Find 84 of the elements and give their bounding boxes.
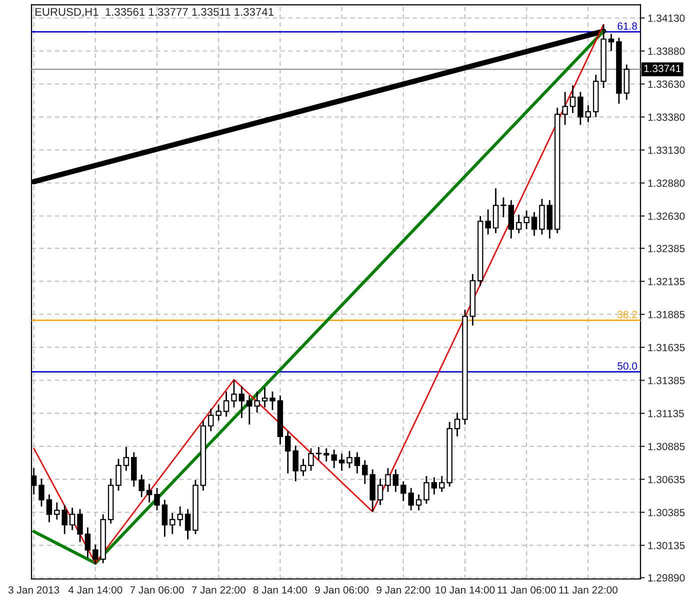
- y-tick-label: 1.34130: [648, 14, 685, 22]
- candlestick: [400, 480, 406, 502]
- candlestick: [223, 390, 230, 418]
- candlestick: [162, 499, 168, 538]
- candlestick: [424, 475, 430, 504]
- candlestick: [238, 386, 245, 419]
- candlestick: [331, 448, 337, 469]
- x-tick-label: 3 Jan 2013: [8, 586, 60, 594]
- candlestick: [292, 444, 298, 482]
- x-tick-label: 11 Jan 06:00: [498, 586, 556, 594]
- candlestick: [84, 526, 91, 559]
- y-tick-label: 1.32880: [648, 180, 685, 187]
- candlestick: [439, 475, 445, 493]
- y-tick-label: 1.31885: [648, 310, 685, 318]
- x-tick-label: 10 Jan 14:00: [436, 586, 495, 594]
- annotation: 50.0: [618, 362, 638, 370]
- candlestick: [454, 412, 460, 438]
- candlestick: [231, 378, 237, 408]
- candlestick: [184, 508, 191, 540]
- y-tick-label: 1.30885: [648, 442, 685, 450]
- y-tick-label: 1.31635: [648, 344, 685, 352]
- x-tick-label: 7 Jan 06:00: [130, 586, 184, 594]
- candlestick: [123, 446, 130, 472]
- annotation: 61.8: [618, 22, 638, 30]
- candlestick: [285, 430, 291, 474]
- candlestick: [338, 452, 345, 472]
- y-tick-label: 1.33130: [648, 146, 685, 154]
- candlestick: [346, 450, 352, 469]
- candlestick: [578, 91, 584, 126]
- candlestick: [516, 214, 522, 234]
- candlestick: [431, 476, 438, 496]
- y-tick-label: 1.32135: [648, 278, 685, 286]
- chart-title: EURUSD,H1 1.33561 1.33777 1.33511 1.33741: [35, 8, 274, 18]
- candlestick: [570, 84, 576, 114]
- annotation: 38.2: [618, 310, 637, 318]
- candlestick: [608, 33, 614, 52]
- candlestick: [562, 91, 568, 126]
- candlestick: [377, 478, 384, 506]
- candlestick: [362, 460, 368, 485]
- candlestick: [524, 210, 530, 230]
- candlestick: [492, 188, 499, 234]
- y-tick-label: 1.32630: [648, 212, 685, 220]
- y-tick-label: 1.31135: [648, 410, 684, 418]
- y-tick-label: 1.33380: [648, 114, 685, 121]
- candlestick: [539, 198, 545, 236]
- x-tick-label: 7 Jan 22:00: [192, 586, 246, 594]
- y-tick-label: 1.33630: [648, 80, 685, 88]
- candlestick: [416, 494, 422, 512]
- x-tick-label: 4 Jan 14:00: [68, 586, 122, 594]
- candlestick: [300, 458, 306, 477]
- candlestick: [508, 199, 514, 240]
- candlestick: [77, 508, 83, 543]
- candlestick: [485, 208, 491, 236]
- y-tick-label: 1.30385: [648, 508, 685, 516]
- candlestick: [262, 386, 268, 408]
- x-tick-label: 9 Jan 06:00: [315, 586, 369, 594]
- candlestick: [408, 487, 414, 512]
- candlestick: [324, 448, 330, 462]
- y-tick-label: 1.30635: [648, 476, 685, 484]
- candlestick: [531, 211, 538, 236]
- candlestick: [270, 390, 276, 411]
- y-tick-label: 1.32385: [648, 244, 685, 252]
- y-tick-label: 1.30135: [648, 542, 685, 550]
- x-tick-label: 9 Jan 22:00: [376, 586, 430, 594]
- y-tick-label: 1.33880: [648, 48, 685, 55]
- candlestick: [500, 196, 506, 218]
- candlestick: [116, 458, 122, 492]
- x-tick-label: 8 Jan 14:00: [253, 586, 307, 594]
- x-tick-label: 11 Jan 22:00: [559, 586, 618, 594]
- candlestick: [69, 507, 76, 531]
- candlestick: [624, 64, 630, 100]
- candlestick: [354, 452, 360, 474]
- candlestick: [308, 448, 314, 472]
- y-tick-label: 1.31385: [648, 376, 685, 384]
- y-tick-label: 1.29890: [648, 574, 685, 582]
- candlestick: [154, 487, 160, 512]
- candlestick: [46, 494, 52, 523]
- candlestick: [585, 104, 592, 123]
- candlestick: [546, 199, 553, 240]
- ref-line-label: 1.33741: [644, 64, 681, 72]
- candlestick: [38, 478, 44, 508]
- candlestick: [392, 468, 399, 493]
- candlestick: [385, 467, 391, 493]
- candlestick: [146, 483, 152, 504]
